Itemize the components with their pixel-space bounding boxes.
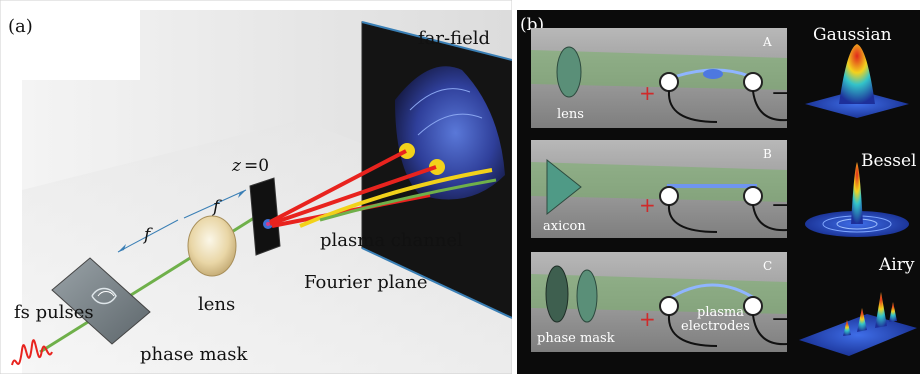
label-z: z [231, 156, 242, 176]
minus-sign: − [771, 81, 789, 106]
electrode-right [744, 73, 762, 91]
row-c-optic: phase mask [537, 331, 615, 346]
row-a-profile: Gaussian [813, 25, 892, 45]
panel-a-diagram: (a) [0, 0, 512, 374]
lens-optic [557, 47, 581, 97]
panel-a: (a) [0, 0, 512, 374]
lens-optic [577, 270, 597, 322]
fourier-plane-screen [250, 178, 280, 255]
label-fs-pulses: fs pulses [14, 302, 94, 323]
electrode-left [660, 297, 678, 315]
label-phase-mask: phase mask [140, 344, 248, 365]
label-far-field: far-field [418, 28, 490, 49]
lens-shape [188, 216, 236, 276]
label-z0: =0 [244, 156, 269, 176]
row-a-optic: lens [557, 107, 584, 122]
row-b-letter: B [763, 147, 772, 161]
row-b-profile: Bessel [861, 151, 917, 171]
plus-sign: + [639, 193, 656, 217]
panel-a-tag: (a) [8, 16, 33, 37]
row-c-letter: C [763, 259, 772, 273]
phase-mask-optic [546, 266, 568, 322]
electrode-left [660, 187, 678, 205]
plus-sign: + [639, 307, 656, 331]
electrode-right [744, 297, 762, 315]
electrode-right [744, 187, 762, 205]
minus-sign: − [771, 307, 789, 332]
plus-sign: + [639, 81, 656, 105]
row-c-electrodes: electrodes [681, 319, 750, 334]
row-c-plasma: plasma [697, 305, 744, 320]
panel-b: (b) + − A lens Gaussian [517, 10, 920, 374]
electrode-left [660, 73, 678, 91]
minus-sign: − [771, 193, 789, 218]
row-a: + − A lens Gaussian [531, 25, 909, 128]
row-b-optic: axicon [543, 219, 586, 234]
panel-b-diagram: (b) + − A lens Gaussian [517, 10, 920, 374]
label-fourier-plane: Fourier plane [304, 272, 428, 293]
label-lens: lens [198, 294, 235, 315]
label-plasma-channel: plasma channel [320, 230, 463, 251]
row-a-letter: A [762, 35, 772, 49]
row-c-profile: Airy [878, 255, 915, 275]
